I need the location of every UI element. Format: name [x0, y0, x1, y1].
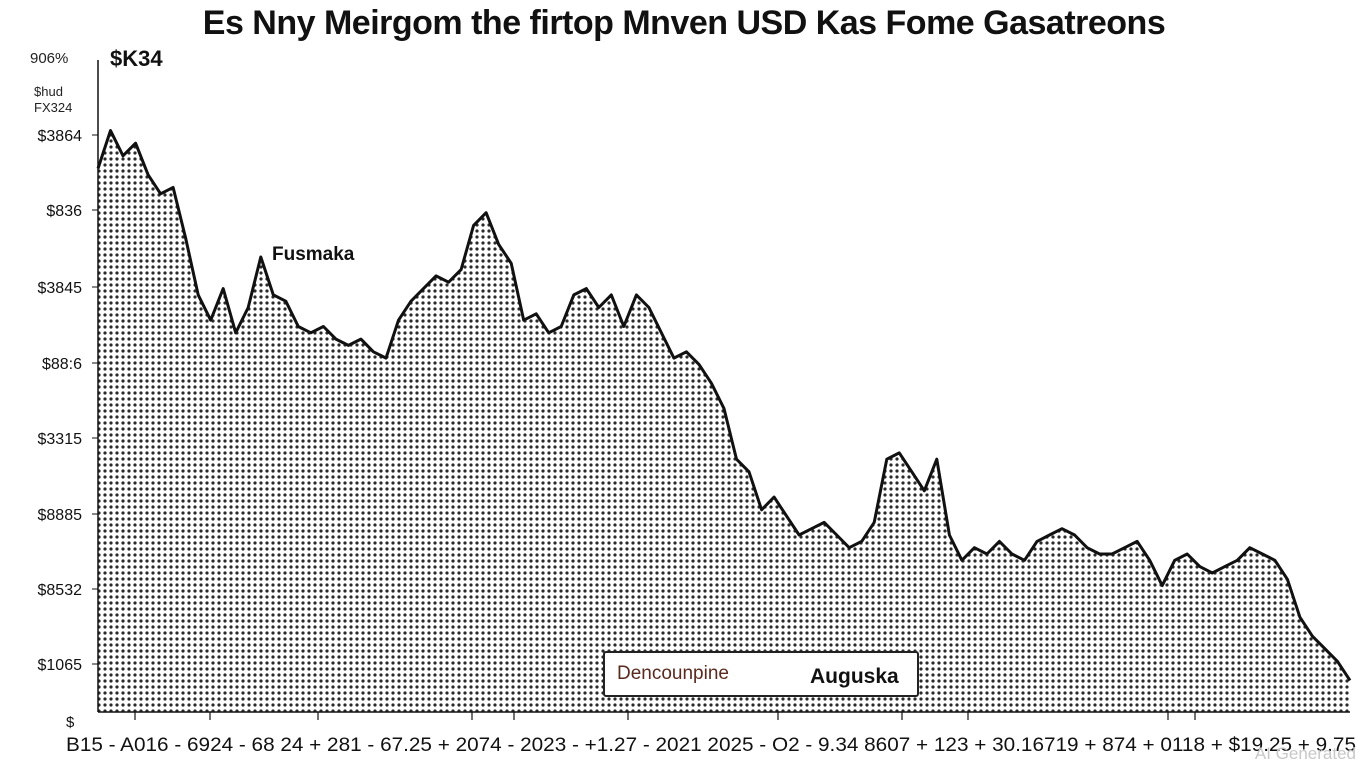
- y-tick-label: $3845: [38, 280, 83, 297]
- ai-generated-watermark: AI Generated: [1254, 744, 1356, 763]
- price-area-fill: [98, 130, 1350, 713]
- chart-title: Es Nny Meirgom the firtop Mnven USD Kas …: [202, 4, 1166, 42]
- x-axis-tick-labels: B15 - A016 - 6924 - 68 24 + 281 - 67.25 …: [66, 735, 1356, 756]
- fusmaka-annotation: Fusmaka: [272, 244, 355, 265]
- y-tick-label: $1065: [38, 657, 83, 674]
- legend: Dencounpine Auguska: [603, 651, 919, 697]
- price-label: $K34: [110, 46, 163, 71]
- y-tick-label: $3864: [38, 128, 83, 145]
- y-tick-label: $836: [46, 203, 82, 220]
- y-tick-label: $8532: [38, 582, 83, 599]
- y-tick-label: $3315: [38, 431, 83, 448]
- y-tick-label: $88:6: [42, 356, 82, 373]
- price-line: [96, 129, 1352, 682]
- y-axis-bottom-label: $: [66, 714, 75, 731]
- legend-item-a: Dencounpine: [617, 663, 729, 684]
- y-tick-label: $8885: [38, 507, 83, 524]
- y-axis-stacked-label-1: $hud: [34, 84, 63, 99]
- legend-item-b: Auguska: [810, 665, 899, 688]
- y-axis-top-label: 906%: [30, 50, 69, 67]
- y-axis-stacked-label-2: FX324: [34, 100, 73, 115]
